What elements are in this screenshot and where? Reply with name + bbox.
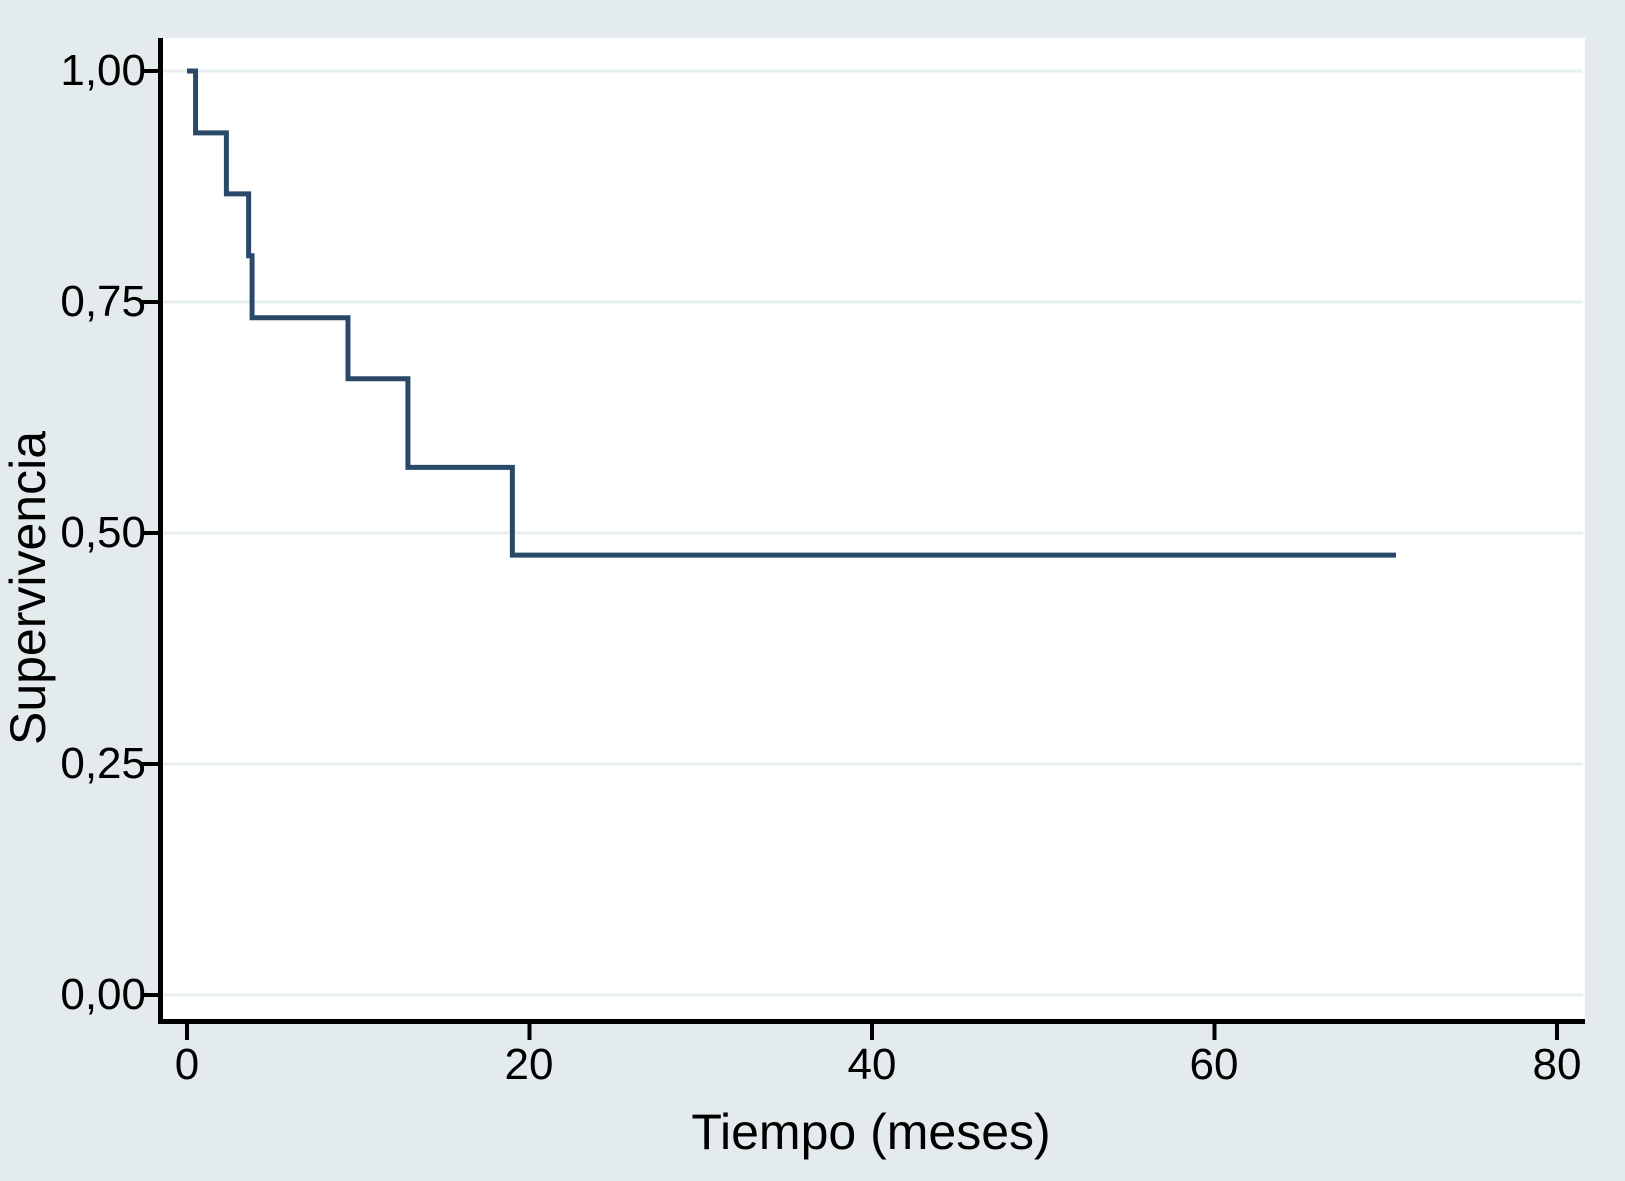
x-tick-label-40: 40 bbox=[847, 1040, 897, 1089]
x-tick-label-0: 0 bbox=[174, 1040, 200, 1089]
y-tick-label-000: 0,00 bbox=[60, 970, 146, 1019]
survival-step-line bbox=[187, 68, 1397, 558]
x-tick-label-60: 60 bbox=[1189, 1040, 1239, 1089]
y-tick-label-100: 1,00 bbox=[60, 46, 146, 95]
x-tick-label-80: 80 bbox=[1532, 1040, 1582, 1089]
x-axis-title: Tiempo (meses) bbox=[691, 1104, 1051, 1160]
plot-area bbox=[158, 38, 1585, 1024]
y-tick-label-075: 0,75 bbox=[60, 277, 146, 326]
y-axis-title: Supervivencia bbox=[0, 430, 56, 746]
y-tick-label-050: 0,50 bbox=[60, 508, 146, 557]
x-tick-label-20: 20 bbox=[504, 1040, 554, 1089]
y-tick-label-025: 0,25 bbox=[60, 739, 146, 788]
